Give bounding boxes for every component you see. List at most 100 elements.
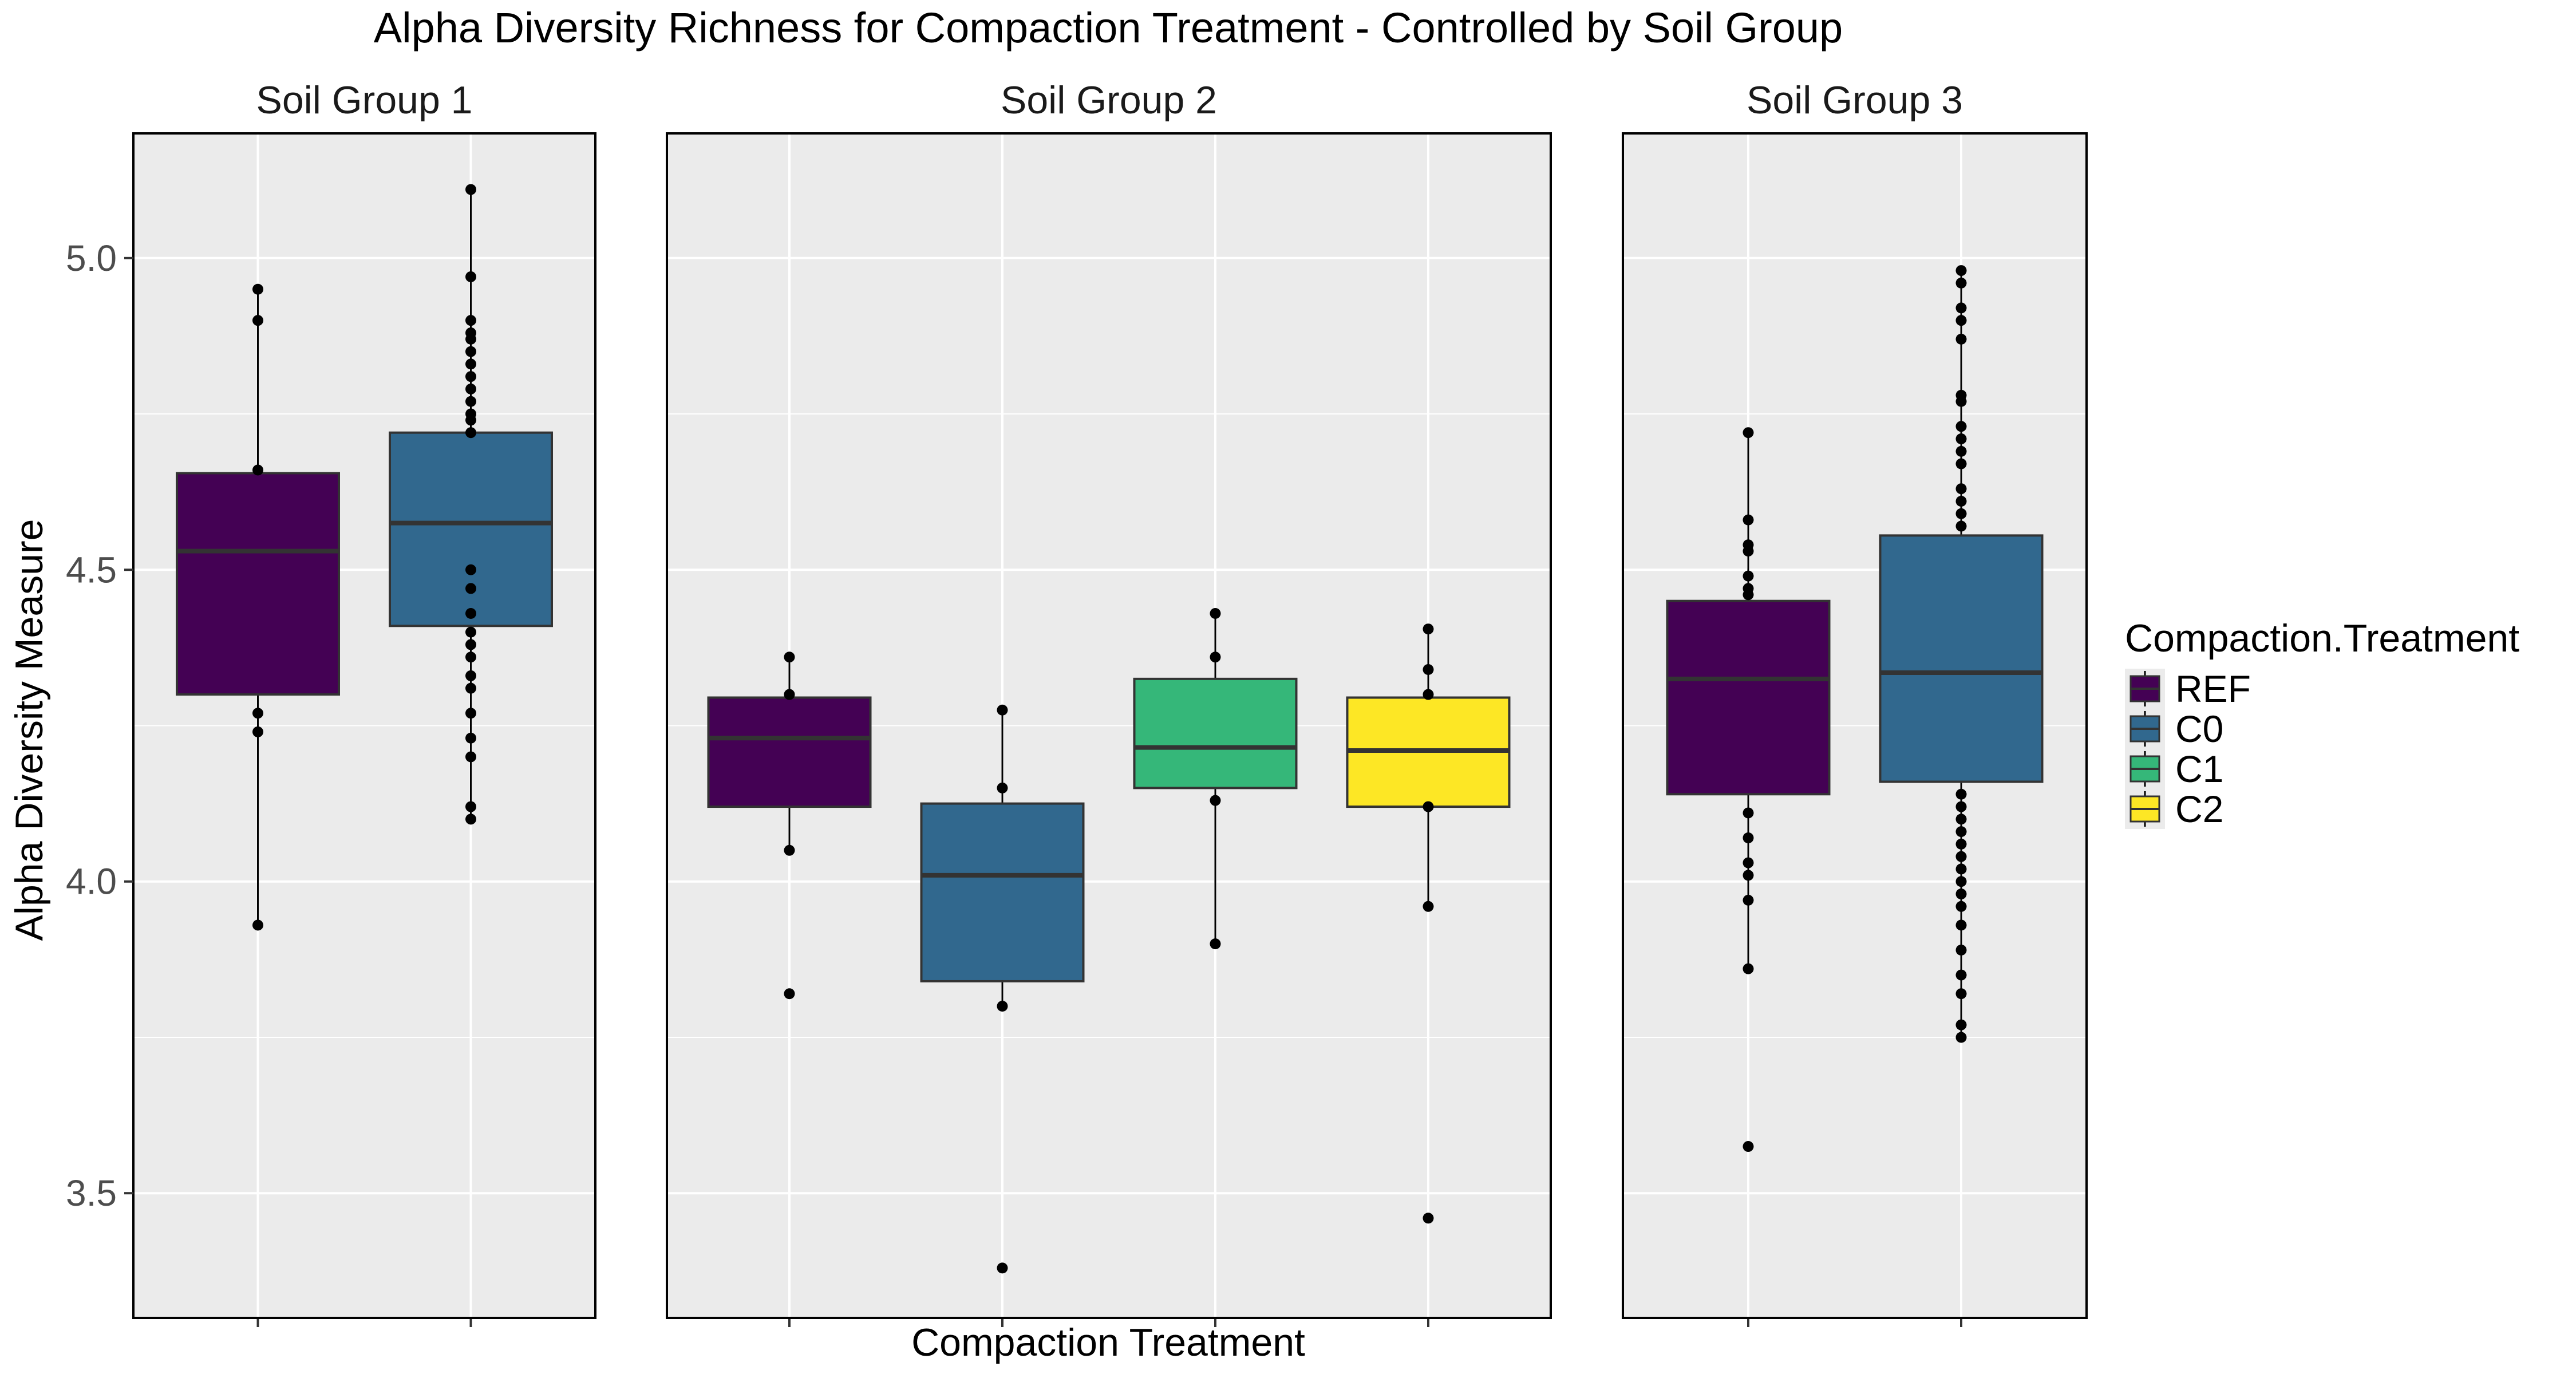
legend-label: REF: [2175, 668, 2251, 710]
data-point: [1743, 894, 1754, 906]
data-point: [465, 639, 476, 650]
y-tick-label: 3.5: [66, 1172, 117, 1214]
data-point: [1955, 277, 1967, 289]
strip-label: Soil Group 2: [1001, 78, 1217, 122]
data-point: [1955, 919, 1967, 931]
box-body: [389, 431, 553, 627]
data-point: [465, 346, 476, 357]
data-point: [784, 689, 795, 700]
y-tick-label: 4.0: [66, 861, 117, 902]
data-point: [1423, 623, 1434, 635]
data-point: [1423, 664, 1434, 675]
y-tick-label: 5.0: [66, 238, 117, 279]
legend-item-c2: C2: [2125, 788, 2223, 830]
box-ref: [707, 652, 872, 1000]
data-point: [252, 919, 263, 931]
data-point: [784, 652, 795, 663]
panel-1: Soil Group 1: [132, 78, 596, 1327]
data-point: [1743, 570, 1754, 582]
data-point: [1955, 333, 1967, 345]
data-point: [1743, 870, 1754, 881]
data-point: [1743, 832, 1754, 844]
data-point: [465, 358, 476, 370]
legend-title: Compaction.Treatment: [2125, 617, 2519, 660]
data-point: [1955, 495, 1967, 507]
panel-border: [666, 132, 1552, 1319]
data-point: [1210, 938, 1221, 950]
box-ref: [1666, 427, 1831, 1152]
data-point: [1423, 1213, 1434, 1224]
data-point: [1423, 901, 1434, 912]
data-point: [1955, 826, 1967, 838]
data-point: [784, 988, 795, 1000]
box-c0: [389, 184, 553, 825]
strip-label: Soil Group 1: [256, 78, 473, 122]
data-point: [465, 271, 476, 282]
data-point: [465, 682, 476, 694]
data-point: [465, 414, 476, 426]
data-point: [1955, 851, 1967, 862]
legend-item-c0: C0: [2125, 708, 2223, 750]
data-point: [465, 184, 476, 195]
box-body: [1879, 534, 2044, 783]
data-point: [465, 801, 476, 812]
data-point: [465, 564, 476, 575]
data-point: [1955, 814, 1967, 825]
data-point: [252, 283, 263, 295]
box-body: [707, 696, 872, 808]
data-point: [784, 844, 795, 856]
legend-item-c1: C1: [2125, 748, 2223, 790]
box-body: [1666, 599, 1831, 796]
data-point: [1955, 302, 1967, 314]
legend-label: C2: [2175, 788, 2223, 830]
box-ref: [176, 283, 340, 931]
data-point: [465, 333, 476, 345]
box-c0: [1879, 265, 2044, 1043]
data-point: [1955, 1019, 1967, 1030]
legend-label: C0: [2175, 708, 2223, 750]
data-point: [1743, 546, 1754, 557]
legend-label: C1: [2175, 748, 2223, 790]
chart-title: Alpha Diversity Richness for Compaction …: [374, 4, 1843, 52]
data-point: [1955, 988, 1967, 1000]
data-point: [997, 782, 1008, 793]
panel-2: Soil Group 2: [666, 78, 1552, 1327]
data-point: [1955, 863, 1967, 875]
data-point: [465, 814, 476, 825]
data-point: [1955, 315, 1967, 326]
data-point: [1955, 520, 1967, 532]
data-point: [1955, 945, 1967, 956]
box-c1: [1133, 607, 1298, 950]
x-axis-label: Compaction Treatment: [911, 1321, 1305, 1364]
data-point: [465, 371, 476, 382]
data-point: [1955, 445, 1967, 457]
facet-panels: Soil Group 1 Soil Group 2 Soil Group 3 3.5 4…: [66, 78, 2088, 1327]
data-point: [1955, 265, 1967, 277]
data-point: [465, 607, 476, 619]
data-point: [252, 708, 263, 719]
data-point: [1210, 652, 1221, 663]
data-point: [252, 315, 263, 326]
data-point: [1210, 795, 1221, 806]
data-point: [465, 315, 476, 326]
data-point: [1955, 1032, 1967, 1043]
data-point: [1210, 607, 1221, 619]
box-body: [920, 802, 1085, 982]
panel-border: [1622, 132, 2088, 1319]
data-point: [252, 726, 263, 737]
y-tick-label: 4.5: [66, 549, 117, 590]
box-c2: [1346, 623, 1511, 1224]
data-point: [1955, 421, 1967, 432]
data-point: [1955, 901, 1967, 912]
data-point: [465, 732, 476, 744]
data-point: [465, 652, 476, 663]
data-point: [1743, 857, 1754, 868]
data-point: [1955, 483, 1967, 495]
data-point: [1955, 969, 1967, 981]
data-point: [1955, 433, 1967, 445]
data-point: [1955, 876, 1967, 887]
data-point: [465, 626, 476, 638]
data-point: [1955, 788, 1967, 800]
data-point: [1743, 1141, 1754, 1152]
